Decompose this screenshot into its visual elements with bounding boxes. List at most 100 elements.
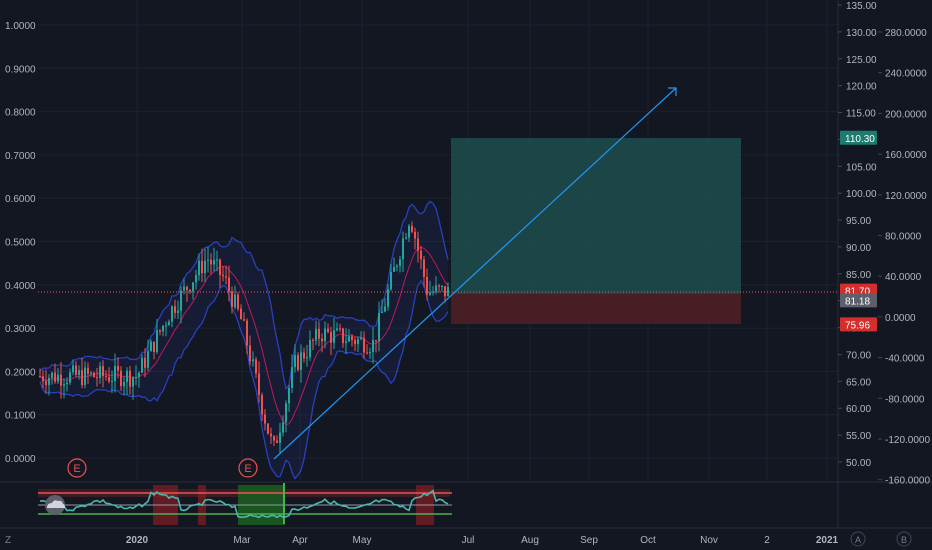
earnings-marker-2[interactable]: E — [238, 458, 258, 478]
percent-axis-tick-label: 0.0000 — [885, 313, 916, 324]
candle-body — [108, 377, 110, 382]
axis-button-b[interactable]: B — [896, 531, 912, 547]
candle-body — [45, 381, 47, 386]
left-axis-tick-label: 0.2000 — [5, 367, 36, 378]
candle-body — [228, 277, 230, 292]
left-axis-tick-label: 0.6000 — [5, 194, 36, 205]
earnings-marker-1[interactable]: E — [67, 458, 87, 478]
candle-body — [159, 330, 161, 332]
time-axis-label: May — [353, 535, 372, 546]
candle-body — [252, 359, 254, 362]
candle-body — [387, 289, 389, 307]
candle-body — [282, 422, 284, 433]
percent-axis-tick-label: 160.0000 — [885, 150, 927, 161]
price-axis-tick-label: 115.00 — [846, 109, 876, 120]
candle-body — [117, 365, 119, 371]
candle-body — [429, 292, 431, 295]
candle-body — [249, 345, 251, 362]
left-axis-tick-label: 0.1000 — [5, 411, 36, 422]
price-badge[interactable] — [840, 293, 877, 308]
axis-button-b-label: B — [901, 535, 907, 545]
candle-body — [198, 260, 200, 276]
candle-body — [405, 237, 407, 239]
candle-body — [408, 225, 410, 238]
indicator-logo-icon[interactable] — [45, 495, 65, 515]
candle-body — [444, 286, 446, 297]
candle-body — [393, 266, 395, 272]
trend-line[interactable] — [273, 87, 677, 460]
price-axis-tick-label: 120.00 — [846, 82, 877, 93]
left-axis-tick-label: 0.3000 — [5, 324, 36, 335]
candle-body — [177, 310, 179, 313]
time-axis[interactable]: 2020 Mar Apr May Jul Aug Sep Oct Nov 2 2021 — [126, 535, 839, 546]
candle-body — [189, 289, 191, 292]
candle-body — [366, 352, 368, 354]
candle-body — [201, 260, 203, 274]
percent-axis-tick-label: 240.0000 — [885, 69, 927, 80]
candle-body — [225, 276, 227, 278]
price-axis-tick-label: 95.00 — [846, 216, 871, 227]
candle-body — [378, 312, 380, 342]
earnings-marker-label: E — [73, 463, 80, 475]
price-axis-tick-label: 65.00 — [846, 377, 871, 388]
left-axis-tick-label: 1.0000 — [5, 21, 36, 32]
price-badge[interactable] — [840, 130, 877, 145]
indicator-line — [39, 489, 449, 519]
candle-body — [288, 387, 290, 404]
candle-body — [204, 260, 206, 274]
axis-button-z[interactable]: Z — [5, 535, 11, 546]
candle-body — [126, 370, 128, 383]
candle-body — [162, 325, 164, 332]
candle-body — [99, 366, 101, 378]
candle-body — [414, 231, 416, 239]
candle-body — [399, 259, 401, 266]
candle-body — [441, 286, 443, 288]
price-axis-tick-label: 60.00 — [846, 404, 871, 415]
profit-zone[interactable] — [451, 138, 741, 294]
candle-body — [132, 377, 134, 387]
bollinger-bands — [39, 200, 449, 480]
candle-body — [111, 380, 113, 382]
percent-axis-tick-label: -80.0000 — [885, 394, 925, 405]
candle-body — [150, 341, 152, 352]
candle-body — [141, 357, 143, 373]
candle-body — [375, 339, 377, 342]
candle-body — [255, 359, 257, 374]
axis-button-a-label: A — [855, 535, 861, 545]
price-axis-tick-label: 100.00 — [846, 189, 877, 200]
right-axis[interactable]: 135.00130.00125.00120.00115.00110.00105.… — [838, 1, 930, 487]
candle-body — [417, 238, 419, 251]
candle-body — [231, 291, 233, 308]
candle-body — [435, 285, 437, 292]
candle-body — [51, 372, 53, 378]
price-badge[interactable] — [840, 317, 877, 332]
candle-body — [186, 286, 188, 290]
candle-body — [273, 436, 275, 441]
candle-body — [114, 365, 116, 381]
candle-body — [411, 225, 413, 232]
candle-body — [48, 377, 50, 386]
candle-body — [438, 285, 440, 287]
loss-zone[interactable] — [451, 294, 741, 324]
candle-body — [216, 259, 218, 261]
candle-body — [219, 259, 221, 275]
candle-body — [84, 367, 86, 386]
time-axis-label: 2020 — [126, 535, 149, 546]
candle-body — [345, 341, 347, 344]
left-axis-tick-label: 0.5000 — [5, 238, 36, 249]
candle-body — [264, 414, 266, 424]
price-axis-tick-label: 85.00 — [846, 270, 871, 281]
candle-body — [318, 328, 320, 339]
candle-body — [276, 440, 278, 443]
time-axis-label: Aug — [521, 535, 539, 546]
candle-body — [285, 403, 287, 423]
percent-axis-tick-label: 280.0000 — [885, 28, 927, 39]
candle-body — [237, 294, 239, 309]
axis-button-a[interactable]: A — [850, 531, 866, 547]
price-badge-label: 81.70 — [845, 287, 870, 298]
percent-axis-tick-label: 40.0000 — [885, 272, 922, 283]
candle-body — [183, 286, 185, 291]
candle-body — [258, 373, 260, 395]
candle-body — [180, 290, 182, 311]
